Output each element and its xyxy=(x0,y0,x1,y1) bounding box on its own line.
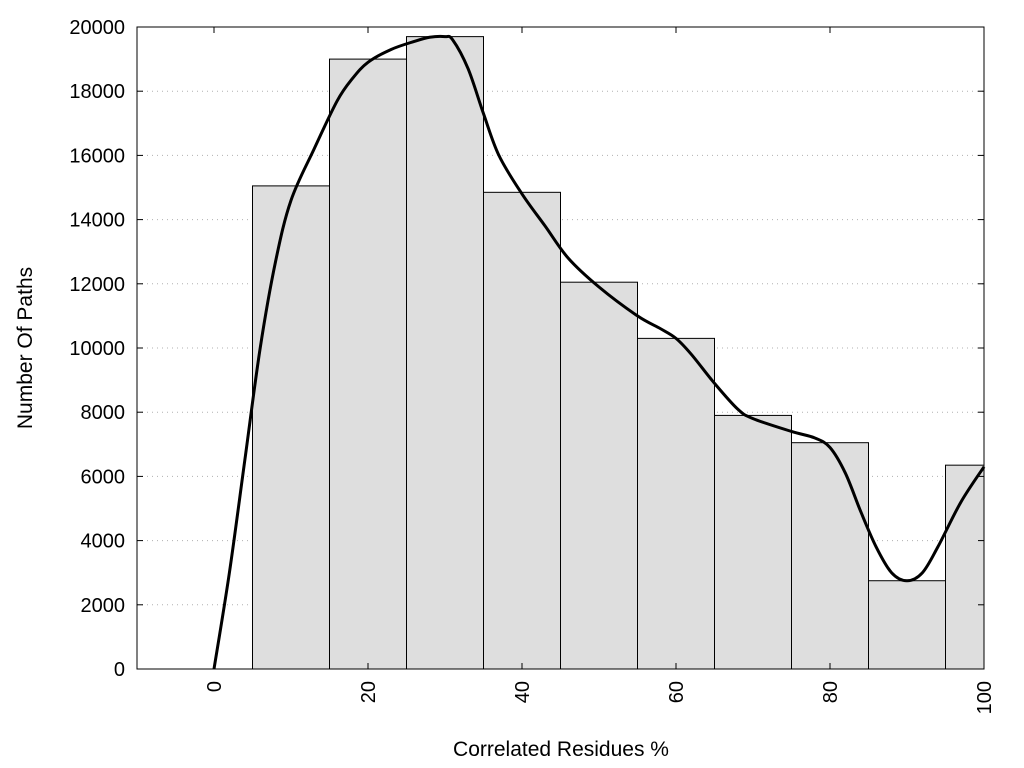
x-ticks: 0 20 40 60 80 100 xyxy=(204,27,996,714)
y-tick-label-2000: 2000 xyxy=(81,595,126,617)
histogram-bar-0 xyxy=(252,185,330,670)
bars-layer xyxy=(252,36,985,670)
histogram-bar-2 xyxy=(406,36,484,670)
histogram-bar-7 xyxy=(791,442,869,670)
x-tick-label-100: 100 xyxy=(974,681,996,714)
y-tick-label-8000: 8000 xyxy=(81,402,126,424)
histogram-bar-1 xyxy=(329,58,407,670)
y-axis-label: Number Of Paths xyxy=(14,267,37,429)
histogram-bar-6 xyxy=(714,414,792,670)
y-tick-label-10000: 10000 xyxy=(69,338,125,360)
density-curve xyxy=(212,34,986,670)
y-tick-label-12000: 12000 xyxy=(69,274,125,296)
y-tick-label-18000: 18000 xyxy=(69,81,125,103)
x-tick-label-20: 20 xyxy=(358,681,380,703)
histogram-bar-3 xyxy=(483,191,561,670)
y-tick-label-6000: 6000 xyxy=(81,466,126,488)
y-tick-label-20000: 20000 xyxy=(69,17,125,39)
x-axis-label: Correlated Residues % xyxy=(453,738,669,761)
histogram-bar-8 xyxy=(868,580,946,670)
y-tick-label-14000: 14000 xyxy=(69,210,125,232)
histogram-bar-9 xyxy=(945,464,985,670)
histogram-bar-5 xyxy=(637,337,715,670)
x-tick-label-40: 40 xyxy=(512,681,534,703)
x-tick-label-80: 80 xyxy=(820,681,842,703)
histogram-bar-4 xyxy=(560,281,638,670)
y-tick-label-4000: 4000 xyxy=(81,531,126,553)
x-tick-label-60: 60 xyxy=(666,681,688,703)
y-tick-label-16000: 16000 xyxy=(69,145,125,167)
y-tick-label-0: 0 xyxy=(114,659,125,681)
x-tick-label-0: 0 xyxy=(204,681,226,692)
y-ticks: 0 2000 4000 6000 8000 10000 12000 14000 16000 180… xyxy=(69,17,984,681)
